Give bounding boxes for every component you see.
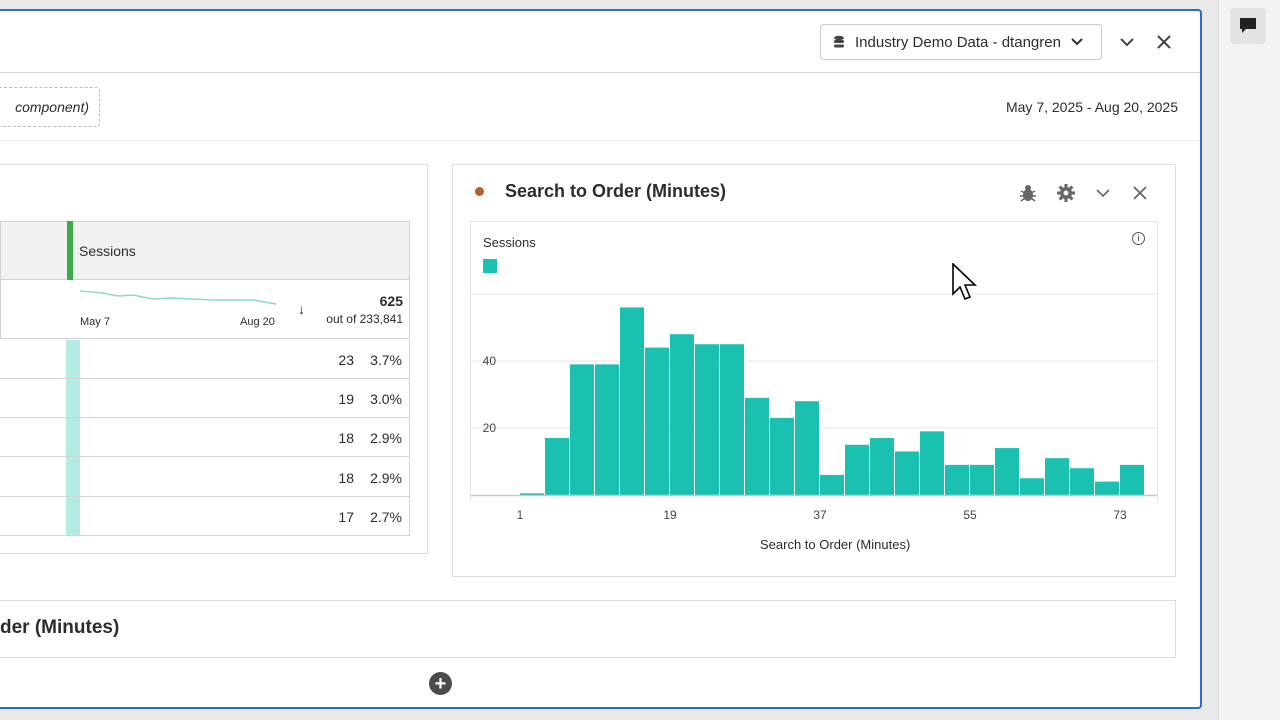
divider [0,140,1200,141]
row-percent: 2.7% [370,508,402,525]
close-button[interactable] [1154,32,1174,52]
summary-row [0,280,410,339]
x-axis-label: Search to Order (Minutes) [760,537,911,552]
status-dot [475,187,484,196]
chart-area [470,221,1158,501]
y-tick-label: 40 [483,354,497,368]
column-drag-handle[interactable] [67,221,73,280]
right-rail [1218,0,1280,720]
histogram-bar[interactable] [1070,468,1094,495]
table-row[interactable]: 18 2.9% [0,457,410,497]
histogram-bar[interactable] [670,334,694,495]
row-percent: 2.9% [370,430,402,447]
table-row[interactable]: 18 2.9% [0,418,410,458]
gear-icon [1057,184,1075,202]
histogram-bar[interactable] [695,344,719,495]
panel-title: Search to Order (Minutes) [505,181,727,201]
legend-label: Sessions [483,235,536,250]
row-value: 23 [338,352,354,368]
histogram-bar[interactable] [970,464,994,495]
date-range[interactable]: May 7, 2025 - Aug 20, 2025 [1005,99,1178,115]
collapse-button[interactable] [1116,32,1138,52]
sort-descending-icon[interactable]: ↓ [298,301,305,317]
panel-close-button[interactable] [1129,182,1151,204]
debug-button[interactable] [1017,182,1039,204]
histogram-bar[interactable] [570,364,594,495]
row-percent: 3.7% [370,352,402,368]
histogram-bar[interactable] [645,347,669,495]
histogram-bar[interactable] [995,448,1019,495]
legend-swatch[interactable] [483,259,497,273]
x-tick-label: 1 [517,508,524,522]
x-tick-label: 55 [963,508,977,522]
histogram-bar[interactable] [720,344,744,495]
chat-icon [1240,18,1256,33]
close-icon [1133,186,1147,200]
table-row[interactable]: 19 3.0% [0,379,410,419]
table-row[interactable]: 17 2.7% [0,496,410,536]
histogram-bar[interactable] [1020,478,1044,495]
x-tick-label: 37 [813,508,827,522]
datasource-dropdown[interactable]: Industry Demo Data - dtangren [820,24,1102,60]
chevron-down-icon [1096,188,1110,197]
row-value: 18 [338,469,354,486]
plus-icon: + [434,672,447,695]
histogram-bar[interactable] [795,401,819,495]
table-row[interactable]: 23 3.7% [0,340,410,379]
histogram-bar[interactable] [1120,464,1144,495]
bug-icon [1020,185,1036,202]
sparkline-start: May 7 [80,316,110,328]
row-percent: 2.9% [370,469,402,486]
settings-button[interactable] [1055,182,1077,204]
histogram-bar[interactable] [520,493,544,495]
row-value: 18 [338,430,354,447]
collapsed-panel[interactable] [0,600,1176,658]
histogram-bar[interactable] [745,397,769,495]
segment-drop-zone[interactable]: component) [0,87,100,127]
histogram-bar[interactable] [895,451,919,495]
mouse-cursor-icon [952,263,977,301]
histogram-bar[interactable] [1095,481,1119,495]
sparkline-end: Aug 20 [240,316,275,328]
y-tick-label: 20 [483,421,497,435]
add-panel-button[interactable]: + [429,672,452,695]
drop-zone-label: component) [15,99,89,115]
x-tick-label: 19 [663,508,677,522]
row-percent: 3.0% [370,391,402,408]
chevron-down-icon [1120,37,1134,46]
collapsed-panel-title: der (Minutes) [0,617,120,638]
close-icon [1157,35,1171,49]
x-tick-label: 73 [1113,508,1127,522]
sparkline [79,290,277,305]
histogram-bar[interactable] [820,474,844,495]
histogram-bar[interactable] [845,444,869,495]
row-value: 17 [338,508,354,525]
row-highlight-bar [66,340,80,536]
histogram-bar[interactable] [545,438,569,495]
info-icon[interactable]: i [1132,232,1145,245]
total-value: 625 [379,293,403,309]
database-icon [834,35,844,48]
histogram-bar[interactable] [945,464,969,495]
histogram-bar[interactable] [1045,458,1069,495]
divider [0,72,1200,73]
histogram-bar[interactable] [870,438,894,495]
histogram-bar[interactable] [595,364,619,495]
histogram-bar[interactable] [620,307,644,495]
histogram-bar[interactable] [920,431,944,495]
datasource-label: Industry Demo Data - dtangren [855,33,1061,51]
total-of: out of 233,841 [326,312,403,326]
panel-collapse-button[interactable] [1092,182,1114,204]
chevron-down-icon [1071,38,1083,46]
row-value: 19 [338,391,354,408]
column-header-sessions[interactable]: Sessions [79,243,136,259]
histogram-bar[interactable] [770,417,794,495]
feedback-button[interactable] [1230,8,1266,44]
